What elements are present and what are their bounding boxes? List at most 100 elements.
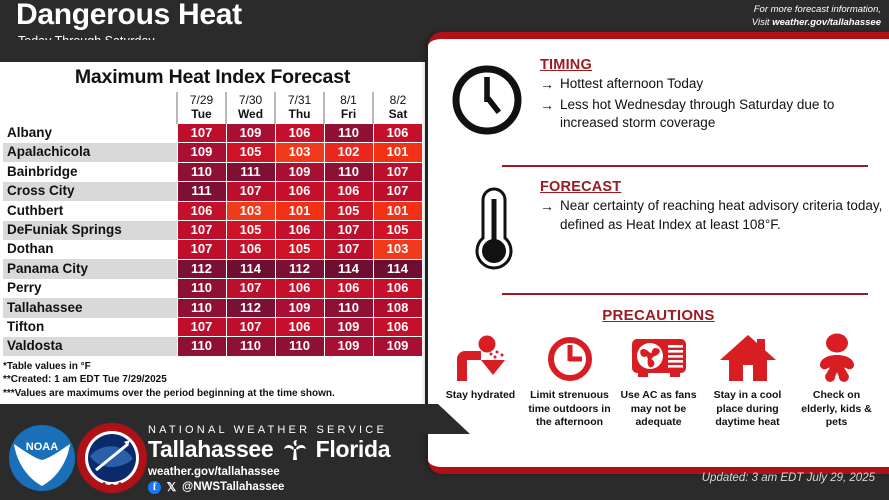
heat-index-cell: 107 bbox=[323, 239, 374, 260]
table-row: Dothan 107 106 105 107 103 bbox=[3, 239, 423, 260]
column-weekday: Tue bbox=[191, 107, 212, 121]
heat-index-cell: 114 bbox=[323, 258, 374, 280]
facebook-icon[interactable]: f bbox=[148, 481, 161, 494]
details-card: TIMING → Hottest afternoon Today → Less … bbox=[428, 32, 889, 474]
heat-index-cell: 107 bbox=[176, 220, 227, 241]
heat-index-cell: 110 bbox=[176, 297, 227, 319]
forecast-heading: FORECAST bbox=[540, 179, 622, 195]
precautions-grid: Stay hydrated Limit strenuous time outdo… bbox=[436, 331, 881, 430]
heat-index-cell: 110 bbox=[323, 122, 374, 144]
state-name: Florida bbox=[315, 436, 391, 462]
precaution-item: Stay hydrated bbox=[436, 331, 525, 430]
contact-line-2: Visit weather.gov/tallahassee bbox=[752, 17, 881, 30]
forecast-bullet-1-text: Near certainty of reaching heat advisory… bbox=[560, 198, 883, 232]
heat-index-cell: 110 bbox=[225, 336, 276, 357]
city-name-cell: Bainbridge bbox=[3, 162, 177, 182]
x-twitter-icon[interactable]: 𝕏 bbox=[166, 480, 177, 494]
table-row: Apalachicola 109 105 103 102 101 bbox=[3, 142, 423, 163]
heat-index-cell: 107 bbox=[176, 239, 227, 260]
heat-index-cell: 110 bbox=[176, 161, 227, 183]
palm-tree-icon bbox=[283, 439, 307, 465]
heat-index-cell: 109 bbox=[372, 336, 423, 357]
contact-line-1: For more forecast information, bbox=[753, 4, 881, 15]
heat-index-cell: 106 bbox=[372, 317, 423, 338]
arrow-icon: → bbox=[540, 76, 554, 92]
contact-website: weather.gov/tallahassee bbox=[772, 16, 881, 28]
precaution-item: Stay in a cool place during daytime heat bbox=[703, 331, 792, 430]
heat-index-cell: 107 bbox=[225, 181, 276, 202]
precaution-label: Limit strenuous time outdoors in the aft… bbox=[528, 389, 611, 428]
timing-divider bbox=[502, 165, 868, 167]
svg-text:NOAA: NOAA bbox=[26, 441, 58, 453]
nws-branding: NATIONAL WEATHER SERVICE Tallahassee Flo… bbox=[148, 424, 390, 495]
table-body: Albany 107 109 106 110 106 Apalachicola 109 105 1… bbox=[3, 122, 423, 357]
precaution-label: Stay in a cool place during daytime heat bbox=[713, 389, 782, 428]
heat-index-cell: 105 bbox=[323, 200, 374, 222]
heat-index-cell: 105 bbox=[274, 239, 325, 260]
heat-index-cell: 105 bbox=[225, 220, 276, 241]
day-column-header: 8/1 Fri bbox=[323, 92, 373, 124]
heat-index-cell: 110 bbox=[176, 336, 227, 357]
heat-index-cell: 107 bbox=[176, 122, 227, 144]
heat-index-cell: 110 bbox=[274, 336, 325, 357]
heat-index-cell: 108 bbox=[372, 297, 423, 319]
table-row: Tallahassee 110 112 109 110 108 bbox=[3, 297, 423, 319]
heat-index-cell: 103 bbox=[274, 142, 325, 163]
column-weekday: Fri bbox=[340, 107, 357, 121]
heat-index-cell: 109 bbox=[176, 142, 227, 163]
table-title: Maximum Heat Index Forecast bbox=[74, 66, 351, 88]
city-name-cell: Tallahassee bbox=[3, 298, 177, 318]
city-name-cell: Valdosta bbox=[3, 336, 177, 357]
air-conditioner-icon bbox=[616, 331, 701, 383]
table-row: DeFuniak Springs 107 105 106 107 105 bbox=[3, 220, 423, 241]
heat-index-cell: 103 bbox=[225, 200, 276, 222]
forecast-text-block: FORECAST → Near certainty of reaching he… bbox=[540, 179, 885, 234]
arrow-icon: → bbox=[540, 96, 554, 113]
table-row: Valdosta 110 110 110 109 109 bbox=[3, 336, 423, 357]
footer-diagonal-wedge bbox=[0, 404, 470, 434]
heat-index-cell: 109 bbox=[225, 122, 276, 144]
heat-index-cell: 101 bbox=[372, 200, 423, 222]
column-date: 7/31 bbox=[287, 93, 312, 107]
heat-index-cell: 112 bbox=[274, 258, 325, 280]
heat-index-cell: 106 bbox=[323, 278, 374, 299]
table-row: Cuthbert 106 103 101 105 101 bbox=[3, 200, 423, 222]
heat-index-cell: 110 bbox=[323, 297, 374, 319]
table-footnote: ***Values are maximums over the period b… bbox=[3, 387, 335, 399]
noaa-logo: NOAA bbox=[8, 424, 76, 497]
timing-bullet-2-text: Less hot Wednesday through Saturday due … bbox=[560, 96, 835, 131]
agency-name: NATIONAL WEATHER SERVICE bbox=[148, 424, 387, 436]
heat-index-cell: 106 bbox=[323, 181, 374, 202]
heat-index-cell: 101 bbox=[274, 200, 325, 222]
nws-seal-logo bbox=[76, 422, 148, 499]
day-column-header: 7/30 Wed bbox=[225, 92, 275, 124]
column-date: 7/30 bbox=[238, 93, 263, 107]
social-handle: @NWSTallahassee bbox=[182, 481, 285, 493]
precaution-item: Check on elderly, kids & pets bbox=[792, 331, 881, 430]
contact-prefix: Visit bbox=[751, 16, 773, 28]
table-row: Panama City 112 114 112 114 114 bbox=[3, 258, 423, 280]
clock-icon bbox=[450, 63, 524, 142]
page-title: Dangerous Heat bbox=[16, 0, 242, 31]
table-row: Cross City 111 107 106 106 107 bbox=[3, 181, 423, 202]
clock-icon bbox=[527, 331, 612, 383]
city-name-cell: DeFuniak Springs bbox=[3, 220, 177, 240]
table-row: Perry 110 107 106 106 106 bbox=[3, 278, 423, 299]
heat-index-cell: 110 bbox=[323, 161, 374, 183]
social-links[interactable]: f 𝕏 @NWSTallahassee bbox=[148, 480, 390, 495]
heat-index-cell: 110 bbox=[176, 278, 227, 299]
city-name-cell: Apalachicola bbox=[3, 142, 177, 163]
day-column-header: 7/29 Tue bbox=[176, 92, 226, 124]
office-state: Tallahassee Florida bbox=[148, 436, 390, 465]
precaution-item: Limit strenuous time outdoors in the aft… bbox=[525, 331, 614, 430]
heat-index-cell: 106 bbox=[274, 122, 325, 144]
baby-icon bbox=[794, 331, 879, 383]
forecast-divider bbox=[502, 293, 868, 295]
heat-index-cell: 107 bbox=[372, 181, 423, 202]
heat-index-cell: 114 bbox=[372, 258, 423, 280]
thermometer-icon bbox=[464, 183, 524, 276]
heat-index-cell: 106 bbox=[274, 220, 325, 241]
heat-index-cell: 112 bbox=[225, 297, 276, 319]
heat-index-cell: 101 bbox=[372, 142, 423, 163]
